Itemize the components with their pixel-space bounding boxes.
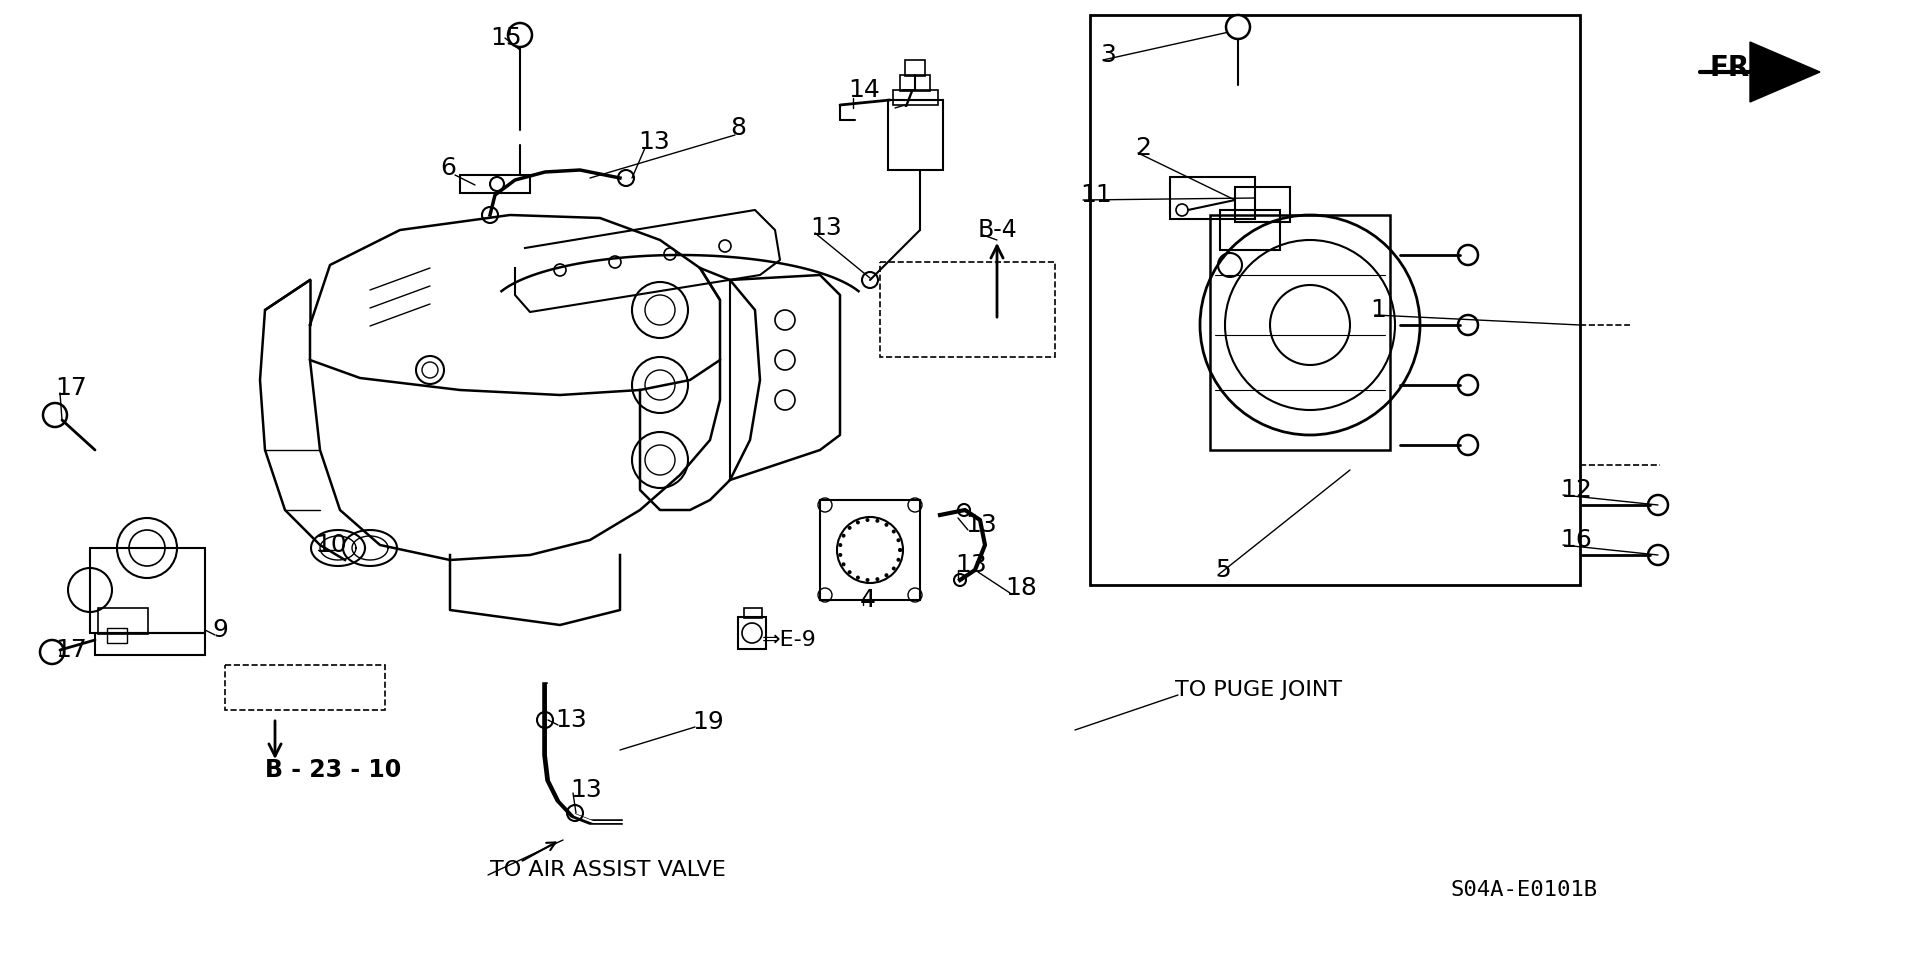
- Circle shape: [885, 523, 889, 526]
- Text: TO AIR ASSIST VALVE: TO AIR ASSIST VALVE: [490, 860, 726, 880]
- Text: FR.: FR.: [1711, 54, 1761, 82]
- Text: 14: 14: [849, 78, 879, 102]
- Text: ⇒E-9: ⇒E-9: [762, 630, 816, 650]
- Circle shape: [866, 518, 870, 522]
- Circle shape: [866, 578, 870, 582]
- Bar: [904, 60, 925, 76]
- Bar: [893, 90, 939, 105]
- Text: 2: 2: [1135, 136, 1150, 160]
- Circle shape: [847, 571, 852, 574]
- Bar: [900, 75, 929, 91]
- Text: 13: 13: [555, 708, 588, 732]
- Text: 13: 13: [637, 130, 670, 154]
- Text: 3: 3: [1100, 43, 1116, 67]
- Text: 4: 4: [860, 588, 876, 612]
- Bar: [745, 608, 762, 618]
- Text: 11: 11: [1079, 183, 1112, 207]
- Text: 9: 9: [211, 618, 228, 642]
- Text: 13: 13: [954, 553, 987, 577]
- Circle shape: [897, 558, 900, 562]
- Bar: [1091, 15, 1580, 585]
- Text: 10: 10: [315, 533, 348, 557]
- Circle shape: [509, 23, 532, 47]
- Circle shape: [885, 573, 889, 577]
- Circle shape: [876, 577, 879, 581]
- Circle shape: [841, 533, 845, 538]
- Text: 13: 13: [966, 513, 996, 537]
- Bar: [94, 633, 205, 655]
- Bar: [90, 548, 205, 633]
- Circle shape: [876, 519, 879, 523]
- Circle shape: [891, 567, 897, 571]
- Text: 17: 17: [56, 376, 86, 400]
- Bar: [1219, 210, 1281, 250]
- Bar: [820, 500, 920, 600]
- Text: 12: 12: [1559, 478, 1592, 502]
- Text: 8: 8: [730, 116, 747, 140]
- Text: 18: 18: [1004, 576, 1037, 600]
- Bar: [1210, 215, 1390, 450]
- Text: 13: 13: [570, 778, 601, 802]
- Bar: [737, 617, 766, 649]
- Circle shape: [839, 543, 843, 547]
- Text: 19: 19: [691, 710, 724, 734]
- Text: 5: 5: [1215, 558, 1231, 582]
- Circle shape: [839, 553, 843, 557]
- Text: TO PUGE JOINT: TO PUGE JOINT: [1175, 680, 1342, 700]
- Text: S04A-E0101B: S04A-E0101B: [1450, 880, 1597, 900]
- Text: 15: 15: [490, 26, 522, 50]
- Bar: [225, 665, 386, 710]
- Bar: [98, 608, 148, 634]
- Circle shape: [1227, 15, 1250, 39]
- Text: 16: 16: [1559, 528, 1592, 552]
- Circle shape: [856, 575, 860, 579]
- Circle shape: [856, 521, 860, 525]
- Text: 13: 13: [810, 216, 841, 240]
- Bar: [879, 262, 1054, 357]
- Text: 6: 6: [440, 156, 457, 180]
- Bar: [108, 628, 127, 643]
- Polygon shape: [1749, 42, 1820, 102]
- Circle shape: [897, 538, 900, 542]
- Text: 7: 7: [900, 88, 916, 112]
- Circle shape: [899, 548, 902, 552]
- Bar: [1169, 177, 1256, 219]
- Text: 17: 17: [56, 638, 86, 662]
- Circle shape: [891, 529, 897, 533]
- Text: B - 23 - 10: B - 23 - 10: [265, 758, 401, 782]
- Circle shape: [899, 548, 902, 552]
- Text: 1: 1: [1371, 298, 1386, 322]
- Circle shape: [847, 526, 852, 530]
- Text: B-4: B-4: [977, 218, 1018, 242]
- Bar: [461, 175, 530, 193]
- Bar: [887, 100, 943, 170]
- Circle shape: [841, 562, 845, 567]
- Bar: [1235, 187, 1290, 222]
